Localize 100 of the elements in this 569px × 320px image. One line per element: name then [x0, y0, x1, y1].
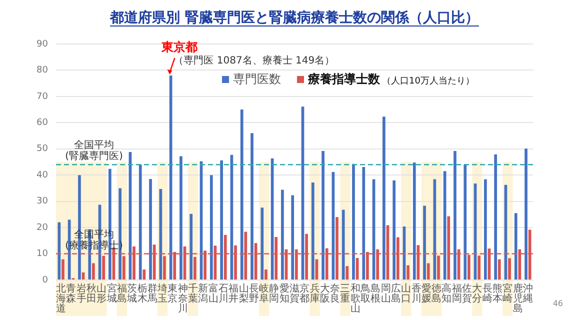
- x-tick-label: 宮城: [106, 282, 117, 305]
- bar: [250, 133, 254, 280]
- x-tick-label: 大分: [472, 282, 482, 305]
- bar: [322, 150, 324, 280]
- x-tick-label: 北海道: [56, 282, 66, 315]
- x-tick-label: 高知: [442, 282, 452, 305]
- x-tick-label: 福島: [116, 282, 127, 305]
- annotation: （専門医 1087名、療養士 149名）: [174, 54, 335, 67]
- y-tick-label: 50: [36, 144, 48, 154]
- bar: [494, 154, 498, 280]
- x-tick-label: 山口: [401, 282, 412, 305]
- x-tick-label: 長野: [248, 284, 259, 305]
- y-tick-label: 80: [36, 66, 48, 76]
- x-tick-label: 京都: [300, 282, 310, 305]
- y-tick-label: 90: [36, 39, 48, 50]
- x-tick-label: 山梨: [238, 282, 249, 305]
- x-tick-label: 和歌山: [350, 282, 360, 315]
- x-tick-label: 徳島: [432, 284, 442, 305]
- x-tick-label: 岡山: [380, 284, 391, 305]
- bar: [260, 208, 264, 280]
- bar: [524, 148, 528, 280]
- bar: [190, 214, 193, 280]
- x-tick-label: 沖縄: [522, 282, 533, 305]
- bar: [138, 164, 142, 280]
- x-tick-label: 兵庫: [310, 282, 320, 305]
- x-tick-label: 福岡: [452, 282, 462, 305]
- bar: [423, 206, 426, 280]
- x-tick-label: 長崎: [482, 284, 492, 305]
- x-tick-label: 山形: [96, 282, 107, 305]
- bar: [149, 179, 152, 280]
- x-tick-label: 香川: [411, 282, 422, 305]
- y-tick-label: 60: [36, 118, 48, 128]
- x-tick-label: 佐賀: [462, 284, 472, 305]
- bar: [58, 222, 61, 280]
- bar: [352, 164, 355, 280]
- bar: [426, 263, 430, 280]
- x-tick-label: 宮崎: [502, 282, 513, 305]
- x-tick-label: 愛知: [279, 282, 290, 305]
- x-tick-label: 青森: [66, 282, 76, 305]
- x-tick-label: 群馬: [146, 282, 158, 305]
- y-tick-label: 0: [42, 275, 48, 286]
- x-tick-label: 滋賀: [290, 282, 300, 305]
- x-tick-label: 三重: [340, 284, 350, 305]
- text: 46: [552, 299, 563, 308]
- x-tick-label: 岩手: [76, 282, 86, 305]
- ref-line-label: 全国平均 (腎臓専門医): [65, 139, 123, 162]
- bar: [362, 166, 366, 280]
- y-tick-label: 30: [36, 196, 48, 207]
- x-tick-label: 茨城: [126, 282, 138, 305]
- bar: [484, 179, 487, 280]
- x-tick-label: 奈良: [330, 284, 340, 305]
- bar: [159, 189, 162, 280]
- bar: [514, 213, 518, 280]
- bar: [92, 263, 95, 280]
- x-tick-label: 東京: [168, 282, 178, 305]
- y-tick-label: 10: [36, 249, 48, 260]
- bar: [406, 265, 410, 280]
- x-tick-label: 島根: [370, 282, 381, 305]
- bar: [382, 116, 386, 280]
- x-tick-label: 千葉: [188, 282, 198, 305]
- x-tick-label: 神奈川: [178, 282, 188, 315]
- annotation: （人口10万人当たり）: [382, 75, 474, 86]
- x-tick-label: 石川: [218, 284, 228, 305]
- bar: [311, 182, 314, 280]
- chart-title: 都道府県別 腎臓専門医と腎臓病療養士数の関係（人口比）: [109, 9, 479, 26]
- bar: [264, 270, 268, 280]
- x-tick-label: 福井: [228, 282, 239, 305]
- bar: [454, 150, 456, 280]
- y-tick-label: 20: [36, 222, 48, 233]
- legend-label: 療養指導士数: [307, 72, 381, 86]
- bar: [437, 256, 440, 280]
- bar: [240, 110, 244, 280]
- bar: [281, 190, 284, 280]
- y-tick-label: 70: [36, 92, 48, 102]
- x-tick-label: 栃木: [137, 282, 148, 305]
- bar: [210, 175, 213, 280]
- legend-label: 専門医数: [233, 72, 281, 86]
- bar: [291, 195, 294, 280]
- x-tick-label: 埼玉: [156, 282, 168, 305]
- bar: [508, 258, 511, 280]
- x-tick-label: 鹿児島: [512, 282, 523, 315]
- x-tick-label: 新潟: [198, 282, 208, 305]
- x-tick-label: 大阪: [320, 282, 330, 305]
- bar: [443, 171, 446, 280]
- x-tick-label: 熊本: [492, 282, 502, 305]
- bar: [118, 188, 122, 280]
- x-tick-label: 愛媛: [421, 282, 432, 305]
- y-tick-label: 40: [36, 170, 48, 180]
- bar: [346, 266, 349, 280]
- annotation: 東京都: [160, 40, 198, 54]
- bar: [193, 256, 196, 280]
- bar: [342, 210, 345, 280]
- bar: [180, 156, 182, 280]
- x-tick-label: 静岡: [269, 282, 280, 305]
- bar: [498, 259, 501, 280]
- bar: [142, 270, 146, 280]
- x-tick-label: 鳥取: [360, 282, 371, 305]
- x-tick-label: 秋田: [86, 282, 97, 305]
- bar: [392, 180, 396, 280]
- x-tick-label: 富山: [208, 282, 218, 305]
